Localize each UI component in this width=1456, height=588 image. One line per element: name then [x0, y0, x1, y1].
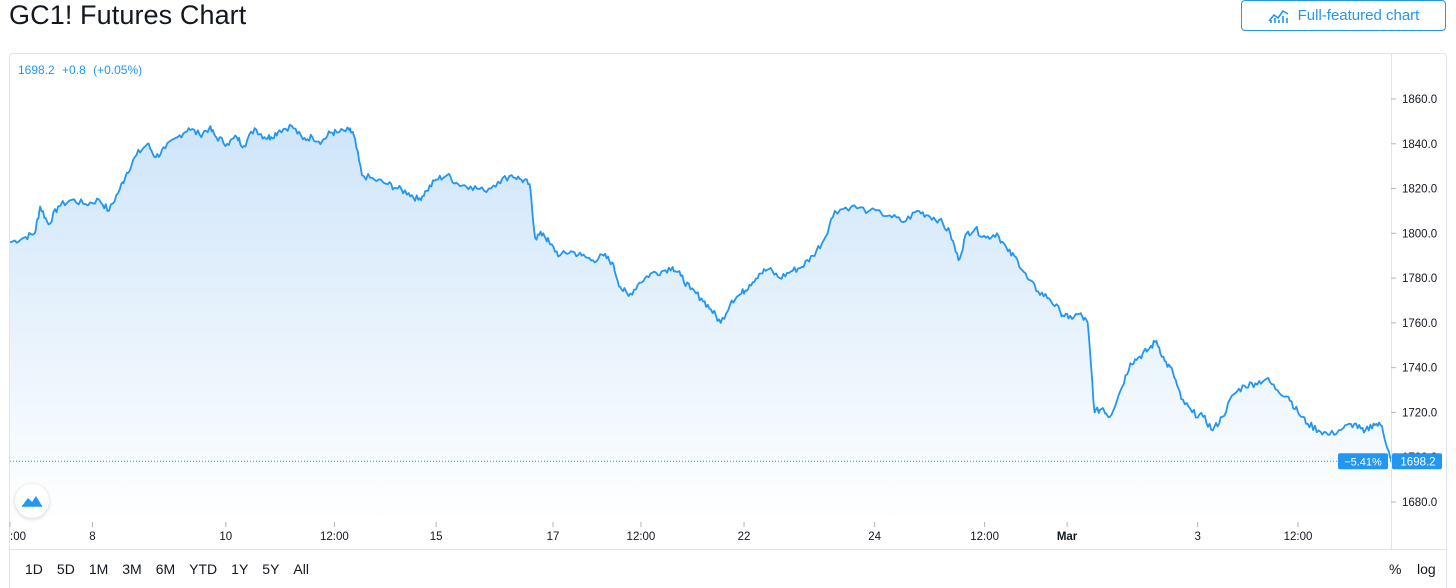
x-tick-label: 22 [738, 531, 751, 543]
tradingview-logo-button[interactable] [15, 484, 49, 518]
range-button-5d[interactable]: 5D [56, 561, 75, 577]
time-range-selector: 1D 5D 1M 3M 6M YTD 1Y 5Y All [18, 557, 316, 581]
price-change: +0.8 [62, 63, 86, 77]
full-featured-chart-button[interactable]: Full-featured chart [1241, 0, 1446, 31]
x-tick-label: 15 [430, 531, 443, 543]
price-area-fill [10, 124, 1391, 522]
tradingview-logo-icon [22, 496, 42, 507]
time-axis-divider [10, 549, 1446, 550]
range-button-1y[interactable]: 1Y [231, 561, 249, 577]
y-tick-label: 1780.0 [1402, 273, 1437, 285]
x-tick-label: Mar [1057, 531, 1078, 543]
price-axis-divider [1391, 54, 1392, 549]
percent-change-text: −5.41% [1344, 456, 1382, 468]
log-scale-toggle[interactable]: log [1417, 561, 1436, 577]
y-tick-label: 1740.0 [1402, 363, 1437, 375]
x-tick-label: 12:00 [320, 531, 349, 543]
x-tick-label: 12:00 [970, 531, 999, 543]
y-tick-label: 1860.0 [1402, 94, 1437, 106]
y-tick-label: 1720.0 [1402, 407, 1437, 419]
last-price-badge-text: 1698.2 [1400, 456, 1435, 468]
range-button-6m[interactable]: 6M [155, 561, 176, 577]
range-button-1m[interactable]: 1M [88, 561, 109, 577]
page-title: GC1! Futures Chart [9, 0, 247, 30]
y-tick-label: 1820.0 [1402, 184, 1437, 196]
x-tick-label: 12:00 [1284, 531, 1313, 543]
price-legend: 1698.2 +0.8 (+0.05%) [18, 63, 146, 77]
x-tick-label: 10 [219, 531, 232, 543]
range-button-3m[interactable]: 3M [122, 561, 142, 577]
x-tick-label: 8 [89, 531, 95, 543]
x-tick-label: 3 [1194, 531, 1200, 543]
y-tick-label: 1760.0 [1402, 318, 1437, 330]
last-price: 1698.2 [18, 63, 55, 77]
y-tick-label: 1800.0 [1402, 228, 1437, 240]
x-tick-label: 24 [868, 531, 881, 543]
x-tick-label: :00 [10, 531, 26, 543]
price-change-percent: (+0.05%) [93, 63, 143, 77]
y-tick-label: 1680.0 [1402, 497, 1437, 509]
percent-scale-toggle[interactable]: % [1389, 561, 1402, 577]
price-line [10, 123, 1391, 464]
full-featured-chart-label: Full-featured chart [1297, 7, 1420, 24]
y-tick-label: 1840.0 [1402, 139, 1437, 151]
chart-icon [1268, 9, 1289, 23]
range-button-ytd[interactable]: YTD [189, 561, 218, 577]
range-button-5y[interactable]: 5Y [262, 561, 280, 577]
last-price-badge [1392, 453, 1442, 470]
range-button-1d[interactable]: 1D [25, 561, 43, 577]
x-tick-label: 12:00 [627, 531, 656, 543]
percent-change-badge [1338, 453, 1388, 470]
range-button-all[interactable]: All [293, 561, 309, 577]
x-tick-label: 17 [547, 531, 560, 543]
